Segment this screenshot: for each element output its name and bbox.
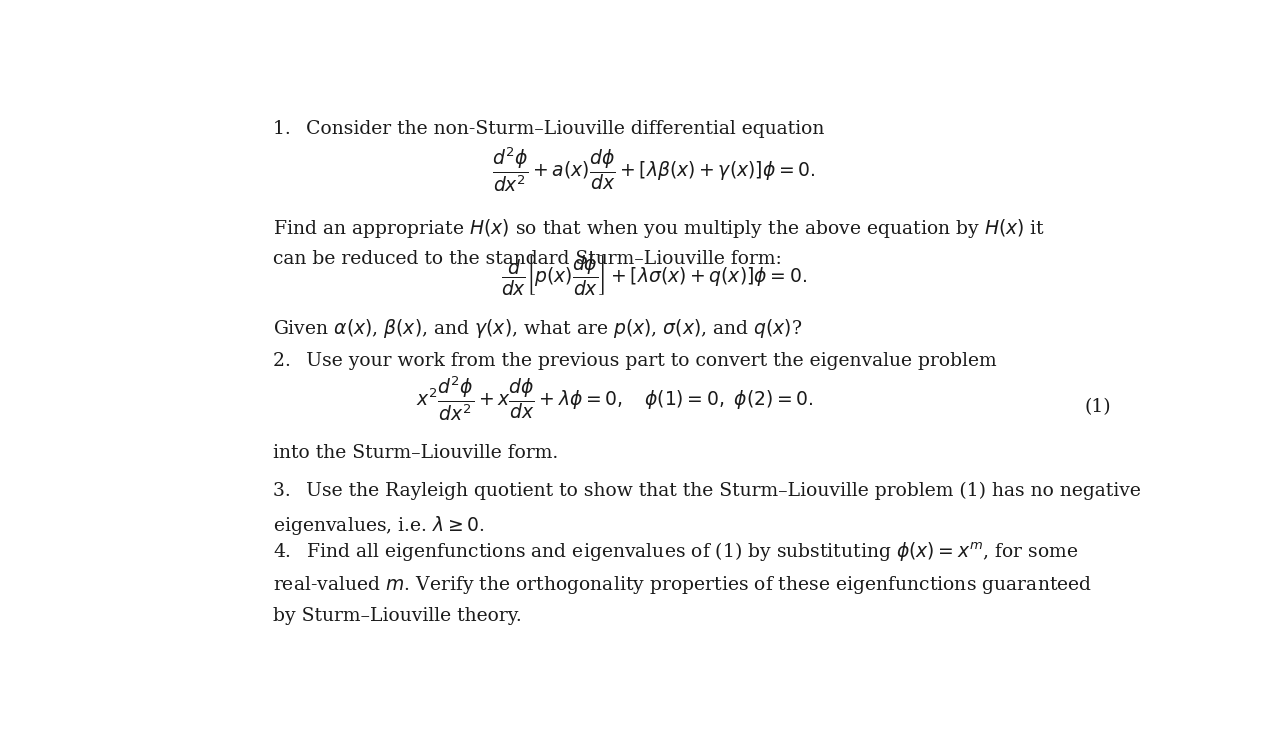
Text: $\dfrac{d}{dx}\left[p(x)\dfrac{d\phi}{dx}\right] + [\lambda\sigma(x) + q(x)]\phi: $\dfrac{d}{dx}\left[p(x)\dfrac{d\phi}{dx…	[501, 253, 806, 297]
Text: 4.  Find all eigenfunctions and eigenvalues of (1) by substituting $\phi(x) = x^: 4. Find all eigenfunctions and eigenvalu…	[273, 541, 1078, 565]
Text: by Sturm–Liouville theory.: by Sturm–Liouville theory.	[273, 607, 522, 625]
Text: Given $\alpha(x)$, $\beta(x)$, and $\gamma(x)$, what are $p(x)$, $\sigma(x)$, an: Given $\alpha(x)$, $\beta(x)$, and $\gam…	[273, 318, 803, 341]
Text: 2.  Use your work from the previous part to convert the eigenvalue problem: 2. Use your work from the previous part …	[273, 352, 997, 370]
Text: 1.  Consider the non-Sturm–Liouville differential equation: 1. Consider the non-Sturm–Liouville diff…	[273, 120, 824, 138]
Text: real-valued $m$. Verify the orthogonality properties of these eigenfunctions gua: real-valued $m$. Verify the orthogonalit…	[273, 574, 1092, 596]
Text: into the Sturm–Liouville form.: into the Sturm–Liouville form.	[273, 444, 559, 463]
Text: $\dfrac{d^2\phi}{dx^2} + a(x)\dfrac{d\phi}{dx} + [\lambda\beta(x) + \gamma(x)]\p: $\dfrac{d^2\phi}{dx^2} + a(x)\dfrac{d\ph…	[493, 145, 815, 194]
Text: eigenvalues, i.e. $\lambda \geq 0$.: eigenvalues, i.e. $\lambda \geq 0$.	[273, 514, 485, 537]
Text: 3.  Use the Rayleigh quotient to show that the Sturm–Liouville problem (1) has n: 3. Use the Rayleigh quotient to show tha…	[273, 481, 1141, 500]
Text: (1): (1)	[1085, 398, 1110, 416]
Text: Find an appropriate $H(x)$ so that when you multiply the above equation by $H(x): Find an appropriate $H(x)$ so that when …	[273, 217, 1045, 239]
Text: can be reduced to the standard Sturm–Liouville form:: can be reduced to the standard Sturm–Lio…	[273, 250, 782, 268]
Text: $x^2\dfrac{d^2\phi}{dx^2} + x\dfrac{d\phi}{dx} + \lambda\phi = 0, \quad \phi(1) : $x^2\dfrac{d^2\phi}{dx^2} + x\dfrac{d\ph…	[416, 374, 813, 423]
